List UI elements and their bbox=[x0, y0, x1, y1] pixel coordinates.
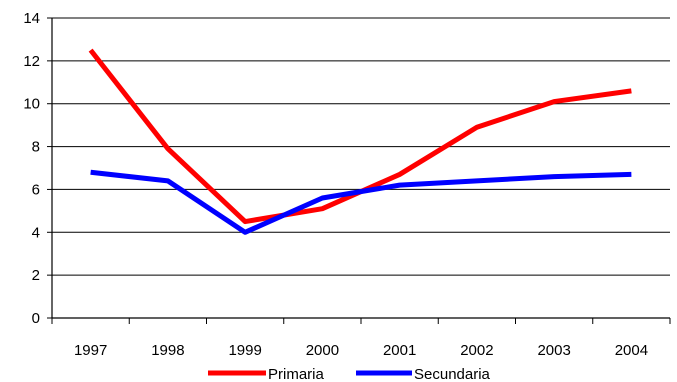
legend-label-primaria: Primaria bbox=[268, 366, 324, 382]
legend-label-secundaria: Secundaria bbox=[414, 366, 491, 382]
gridlines bbox=[52, 17, 670, 276]
x-tick-label: 1999 bbox=[228, 342, 261, 359]
y-tick-label: 14 bbox=[23, 10, 40, 27]
series-line-secundaria bbox=[90, 169, 632, 235]
y-tick-label: 0 bbox=[32, 310, 40, 327]
x-tick-label: 1997 bbox=[74, 342, 107, 359]
y-tick-label: 10 bbox=[23, 96, 40, 113]
x-tick-label: 2002 bbox=[460, 342, 493, 359]
y-tick-label: 4 bbox=[32, 224, 40, 241]
x-tick-label: 2001 bbox=[383, 342, 416, 359]
series-lines bbox=[88, 48, 632, 235]
y-tick-label: 6 bbox=[32, 181, 40, 198]
series-line-primaria bbox=[88, 48, 632, 225]
y-tick-label: 12 bbox=[23, 53, 40, 70]
x-tick-label: 2004 bbox=[615, 342, 648, 359]
x-tick-labels: 1997 1998 1999 2000 2001 2002 2003 2004 bbox=[74, 342, 648, 359]
axes bbox=[47, 17, 671, 324]
y-tick-labels: 0 2 4 6 8 10 12 14 bbox=[23, 10, 40, 327]
x-tick-label: 1998 bbox=[151, 342, 184, 359]
x-tick-label: 2000 bbox=[306, 342, 339, 359]
y-tick-label: 8 bbox=[32, 139, 40, 156]
y-tick-label: 2 bbox=[32, 267, 40, 284]
x-tick-label: 2003 bbox=[537, 342, 570, 359]
legend: Primaria Secundaria bbox=[208, 366, 491, 382]
